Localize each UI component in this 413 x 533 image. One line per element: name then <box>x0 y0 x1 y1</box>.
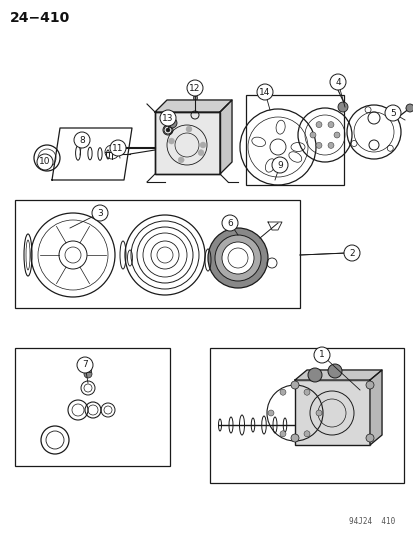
Polygon shape <box>369 370 381 445</box>
Circle shape <box>207 228 267 288</box>
Circle shape <box>290 381 298 389</box>
Text: 3: 3 <box>97 208 102 217</box>
Bar <box>15 200 299 308</box>
Circle shape <box>110 140 126 156</box>
Circle shape <box>327 142 333 148</box>
Text: 8: 8 <box>79 135 85 144</box>
Circle shape <box>329 74 345 90</box>
Text: 1: 1 <box>318 351 324 359</box>
Circle shape <box>307 368 321 382</box>
Circle shape <box>303 389 309 395</box>
Bar <box>294 380 369 445</box>
Circle shape <box>327 364 341 378</box>
Text: 2: 2 <box>348 248 354 257</box>
Circle shape <box>214 235 260 281</box>
Circle shape <box>313 347 329 363</box>
Circle shape <box>221 242 254 274</box>
Text: 24−410: 24−410 <box>10 11 70 25</box>
Bar <box>15 348 170 466</box>
Circle shape <box>187 80 202 96</box>
Circle shape <box>92 205 108 221</box>
Circle shape <box>365 381 373 389</box>
Circle shape <box>37 154 53 170</box>
Bar <box>154 112 219 174</box>
Text: 11: 11 <box>112 143 123 152</box>
Circle shape <box>327 122 333 127</box>
Circle shape <box>384 105 400 121</box>
Circle shape <box>166 128 170 132</box>
Text: 10: 10 <box>39 157 51 166</box>
Text: 6: 6 <box>227 219 232 228</box>
Bar <box>192 96 197 99</box>
Polygon shape <box>294 370 381 380</box>
Circle shape <box>185 126 192 132</box>
Text: 5: 5 <box>389 109 395 117</box>
Circle shape <box>315 410 321 416</box>
Bar <box>209 348 403 483</box>
Circle shape <box>74 132 90 148</box>
Bar <box>85 368 91 372</box>
Text: 94J24  410: 94J24 410 <box>348 518 394 527</box>
Circle shape <box>84 370 92 378</box>
Circle shape <box>178 157 184 163</box>
Text: 4: 4 <box>335 77 340 86</box>
Text: 9: 9 <box>276 160 282 169</box>
Bar <box>154 112 219 174</box>
Circle shape <box>77 357 93 373</box>
Text: 12: 12 <box>189 84 200 93</box>
Polygon shape <box>154 100 231 112</box>
Circle shape <box>256 84 272 100</box>
Circle shape <box>197 150 204 156</box>
Text: 14: 14 <box>259 87 270 96</box>
Circle shape <box>290 434 298 442</box>
Circle shape <box>309 132 315 138</box>
Circle shape <box>333 132 339 138</box>
Circle shape <box>365 434 373 442</box>
Polygon shape <box>219 100 231 174</box>
Circle shape <box>159 110 176 126</box>
Bar <box>245 95 343 185</box>
Circle shape <box>166 118 177 128</box>
Circle shape <box>228 248 247 268</box>
Circle shape <box>315 122 321 127</box>
Circle shape <box>343 245 359 261</box>
Circle shape <box>337 102 347 112</box>
Text: 7: 7 <box>82 360 88 369</box>
Circle shape <box>315 142 321 148</box>
Circle shape <box>199 142 206 148</box>
Circle shape <box>279 431 285 437</box>
Circle shape <box>303 431 309 437</box>
Circle shape <box>221 215 237 231</box>
Text: 13: 13 <box>162 114 173 123</box>
Circle shape <box>271 157 287 173</box>
Circle shape <box>405 104 413 112</box>
Circle shape <box>279 389 285 395</box>
Circle shape <box>267 410 273 416</box>
Circle shape <box>168 138 174 144</box>
